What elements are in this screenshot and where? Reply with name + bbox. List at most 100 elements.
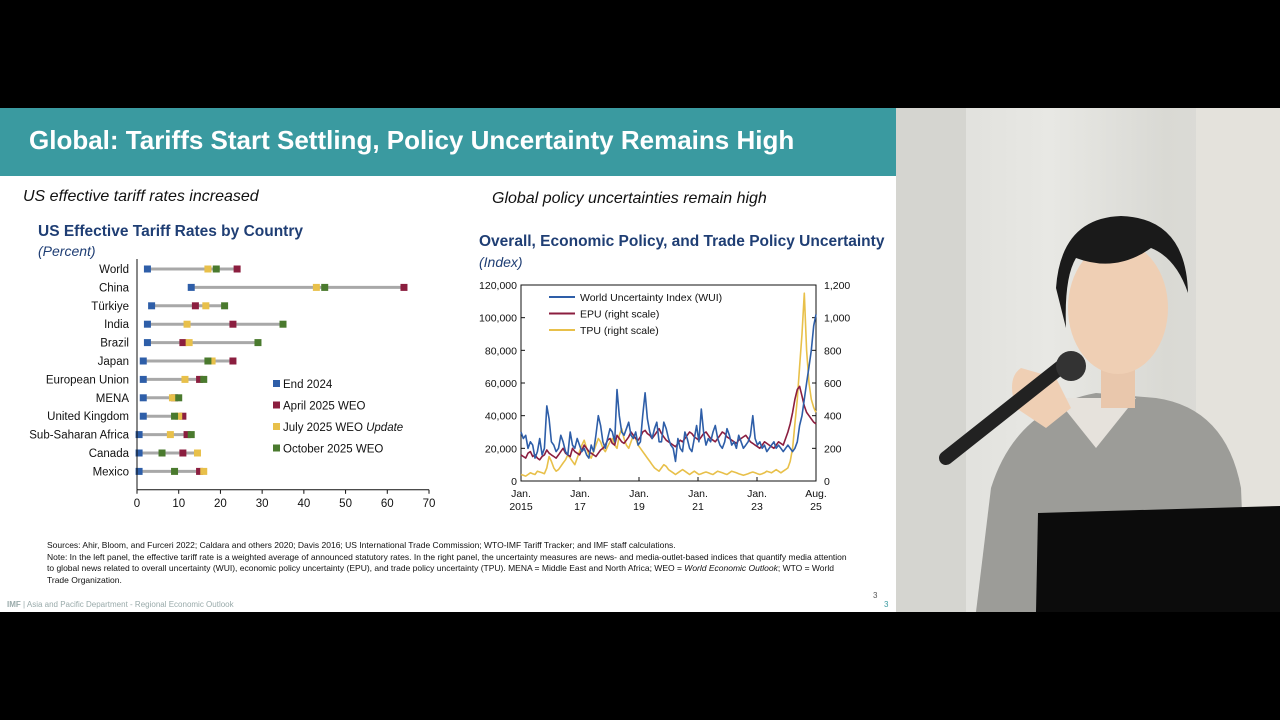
marker-1	[191, 302, 199, 310]
marker-3	[158, 449, 166, 457]
footer: IMF | Asia and Pacific Department - Regi…	[7, 600, 234, 609]
x-tick-label: 0	[134, 498, 140, 510]
marker-3	[204, 357, 212, 365]
marker-3	[254, 339, 262, 347]
footer-imf: IMF	[7, 600, 21, 609]
legend-label: End 2024	[283, 379, 333, 391]
left-tick-label: 100,000	[479, 313, 517, 325]
x-tick-label-line2: 19	[633, 501, 645, 513]
legend-text: October 2025 WEO	[283, 444, 383, 456]
category-label: Türkiye	[91, 301, 129, 313]
series-line-0	[520, 314, 817, 463]
marker-1	[183, 431, 191, 439]
marker-2	[175, 412, 183, 420]
legend-swatch	[273, 380, 280, 387]
right-tick-label: 400	[824, 411, 842, 423]
legend-label: EPU (right scale)	[580, 309, 659, 321]
marker-3	[279, 320, 287, 328]
legend-label: TPU (right scale)	[580, 325, 659, 337]
x-tick-label-line2: 2015	[509, 501, 533, 513]
marker-2	[204, 265, 212, 273]
marker-1	[196, 467, 204, 475]
marker-0	[148, 302, 156, 310]
category-label: Mexico	[93, 466, 129, 478]
right-tick-label: 800	[824, 345, 842, 357]
marker-3	[212, 265, 220, 273]
presenter-illustration	[896, 108, 1280, 612]
legend-text: April 2025 WEO	[283, 401, 366, 413]
category-label: Brazil	[100, 338, 129, 350]
marker-3	[200, 375, 208, 383]
note-part-2: ; WTO = World Trade Organization.	[47, 563, 834, 585]
marker-0	[139, 357, 147, 365]
tariff-chart-title: US Effective Tariff Rates by Country	[38, 223, 303, 240]
legend-text: July 2025 WEO	[283, 422, 366, 434]
x-tick-label: 60	[381, 498, 394, 510]
legend-label: July 2025 WEO Update	[283, 422, 403, 434]
series-line-2	[520, 292, 817, 477]
footer-text: | Asia and Pacific Department - Regional…	[20, 600, 234, 609]
x-tick-label-line1: Jan.	[570, 488, 590, 500]
marker-0	[139, 375, 147, 383]
marker-0	[187, 283, 195, 291]
presenter-video	[896, 108, 1280, 612]
left-tick-label: 120,000	[479, 280, 517, 292]
uncertainty-chart: 0 20,000 40,000 60,000 80,000 100,000 120,000 0…	[479, 280, 850, 513]
marker-0	[143, 320, 151, 328]
marker-2	[312, 283, 320, 291]
marker-3	[171, 467, 179, 475]
x-tick-label-line2: 23	[751, 501, 763, 513]
category-label: MENA	[96, 393, 130, 405]
x-tick-label: 50	[339, 498, 352, 510]
right-subtitle: Global policy uncertainties remain high	[492, 190, 767, 207]
marker-3	[187, 431, 195, 439]
marker-0	[143, 339, 151, 347]
x-tick-label-line1: Aug.	[805, 488, 827, 500]
note-part-1: Note: In the left panel, the effective t…	[47, 551, 847, 574]
left-tick-label: 20,000	[485, 443, 517, 455]
category-label: World	[99, 264, 129, 276]
uncertainty-chart-title: Overall, Economic Policy, and Trade Poli…	[479, 233, 885, 250]
marker-3	[175, 394, 183, 402]
marker-2	[200, 467, 208, 475]
x-tick-label-line1: Jan.	[747, 488, 767, 500]
marker-2	[202, 302, 210, 310]
marker-3	[321, 283, 329, 291]
note-weo: World Economic Outlook	[684, 563, 778, 573]
marker-3	[171, 412, 179, 420]
marker-1	[179, 412, 187, 420]
right-tick-label: 600	[824, 378, 842, 390]
x-tick-label: 40	[297, 498, 310, 510]
legend-swatch	[273, 423, 280, 430]
marker-1	[400, 283, 408, 291]
marker-2	[168, 394, 176, 402]
legend-italic: Update	[366, 422, 403, 434]
left-tick-label: 60,000	[485, 378, 517, 390]
legend-swatch	[273, 444, 280, 452]
legend-label: April 2025 WEO	[283, 401, 366, 413]
category-label: European Union	[46, 374, 129, 386]
notes: Sources: Ahir, Bloom, and Furceri 2022; …	[47, 540, 847, 586]
legend-label: World Uncertainty Index (WUI)	[580, 292, 722, 304]
marker-2	[208, 357, 216, 365]
x-tick-label-line1: Jan.	[511, 488, 531, 500]
slide: Global: Tariffs Start Settling, Policy U…	[0, 108, 896, 612]
left-tick-label: 40,000	[485, 411, 517, 423]
x-tick-label: 30	[256, 498, 269, 510]
tariff-chart: World China Türkiye India Brazil Japan Europea…	[29, 259, 435, 510]
left-subtitle: US effective tariff rates increased	[23, 188, 259, 205]
category-label: China	[99, 282, 130, 294]
x-tick-label-line1: Jan.	[629, 488, 649, 500]
right-tick-label: 1,200	[824, 280, 850, 292]
marker-1	[179, 449, 187, 457]
right-tick-label: 1,000	[824, 313, 850, 325]
marker-2	[181, 375, 189, 383]
category-label: Sub-Saharan Africa	[29, 430, 129, 442]
category-label: India	[104, 319, 130, 331]
x-tick-label-line2: 17	[574, 501, 586, 513]
marker-0	[139, 394, 147, 402]
marker-1	[179, 339, 187, 347]
slide-title: Global: Tariffs Start Settling, Policy U…	[29, 125, 795, 155]
note-text: Note: In the left panel, the effective t…	[47, 552, 847, 587]
marker-2	[193, 449, 201, 457]
